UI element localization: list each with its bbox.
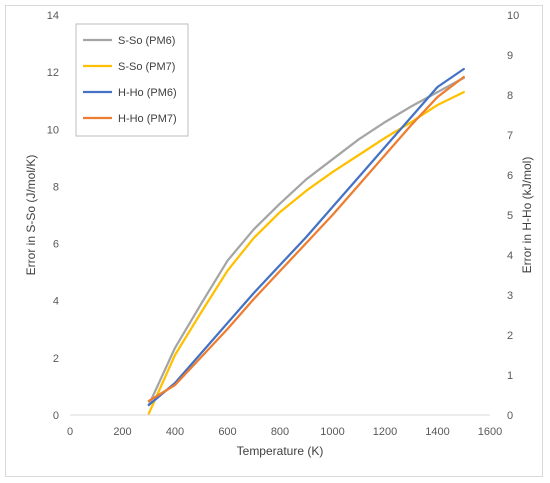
y-tick-label: 6 — [53, 239, 59, 251]
y-tick-label: 4 — [53, 296, 59, 308]
y2-tick-label: 5 — [507, 210, 513, 222]
series-line-4 — [147, 75, 465, 403]
legend-label: S-So (PM7) — [118, 61, 175, 73]
x-tick-labels: 0 200 400 600 800 1000 1200 1400 1600 — [67, 426, 502, 438]
y2-tick-label: 8 — [507, 90, 513, 102]
series-line-2 — [147, 90, 465, 415]
y-tick-labels: 0 2 4 6 8 10 12 14 — [47, 10, 59, 422]
y2-tick-label: 0 — [507, 410, 513, 422]
x-tick-label: 400 — [166, 426, 184, 438]
y2-tick-label: 2 — [507, 330, 513, 342]
legend-label: S-So (PM6) — [118, 35, 175, 47]
series-line-3 — [147, 67, 465, 407]
y-tick-label: 2 — [53, 353, 59, 365]
x-tick-label: 0 — [67, 426, 73, 438]
y-tick-label: 14 — [47, 10, 59, 22]
x-tick-label: 600 — [218, 426, 236, 438]
y2-tick-label: 6 — [507, 170, 513, 182]
series-line-1 — [147, 76, 465, 407]
y-tick-label: 8 — [53, 181, 59, 193]
x-tick-label: 1600 — [478, 426, 502, 438]
y2-tick-label: 4 — [507, 250, 513, 262]
x-tick-label: 1400 — [425, 426, 449, 438]
y2-tick-labels: 0 1 2 3 4 5 6 7 8 9 10 — [507, 10, 519, 422]
legend: S-So (PM6) S-So (PM7) H-Ho (PM6) H-Ho (PM7) — [75, 23, 189, 137]
y2-axis-title: Error in H-Ho (kJ/mol) — [520, 157, 534, 274]
series-lines — [147, 67, 465, 415]
y-tick-label: 0 — [53, 410, 59, 422]
legend-label: H-Ho (PM7) — [118, 113, 177, 125]
x-tick-label: 200 — [113, 426, 131, 438]
y2-tick-label: 9 — [507, 50, 513, 62]
x-axis-title: Temperature (K) — [237, 444, 324, 458]
x-tick-label: 800 — [271, 426, 289, 438]
y2-tick-label: 3 — [507, 290, 513, 302]
y-tick-label: 10 — [47, 124, 59, 136]
y2-tick-label: 1 — [507, 370, 513, 382]
x-tick-label: 1000 — [320, 426, 344, 438]
y-axis-title: Error in S-So (J/mol/K) — [24, 155, 38, 276]
x-tick-label: 1200 — [373, 426, 397, 438]
legend-label: H-Ho (PM6) — [118, 87, 177, 99]
y-tick-label: 12 — [47, 67, 59, 79]
y2-tick-label: 7 — [507, 130, 513, 142]
y2-tick-label: 10 — [507, 10, 519, 22]
